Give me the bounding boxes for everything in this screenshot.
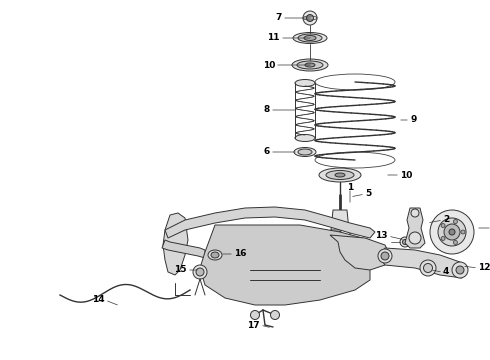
Circle shape	[452, 262, 468, 278]
Text: 10: 10	[263, 60, 275, 69]
Polygon shape	[162, 240, 205, 258]
Polygon shape	[200, 225, 370, 305]
Text: 6: 6	[264, 148, 270, 157]
Text: 12: 12	[478, 264, 490, 273]
Text: 15: 15	[174, 266, 187, 274]
Text: 16: 16	[234, 249, 246, 258]
Circle shape	[381, 252, 389, 260]
Ellipse shape	[293, 32, 327, 44]
Circle shape	[400, 237, 410, 247]
Ellipse shape	[326, 171, 354, 180]
Ellipse shape	[295, 135, 315, 141]
Ellipse shape	[298, 34, 322, 42]
Circle shape	[303, 11, 317, 25]
Ellipse shape	[326, 244, 354, 252]
Circle shape	[438, 218, 466, 246]
Circle shape	[420, 260, 436, 276]
Text: 14: 14	[93, 296, 105, 305]
Text: 7: 7	[275, 13, 282, 22]
Text: 4: 4	[443, 267, 449, 276]
Circle shape	[409, 232, 421, 244]
Circle shape	[270, 310, 279, 320]
Polygon shape	[405, 208, 425, 248]
Text: 17: 17	[247, 320, 260, 329]
Text: 2: 2	[443, 216, 449, 225]
Ellipse shape	[333, 246, 347, 251]
Ellipse shape	[295, 80, 315, 86]
Polygon shape	[163, 213, 188, 275]
Circle shape	[250, 310, 260, 320]
Text: 13: 13	[375, 231, 388, 240]
Polygon shape	[165, 207, 375, 238]
Circle shape	[378, 249, 392, 263]
Ellipse shape	[292, 59, 328, 71]
Text: 11: 11	[268, 33, 280, 42]
Circle shape	[430, 210, 474, 254]
Ellipse shape	[335, 173, 345, 177]
Ellipse shape	[294, 148, 316, 157]
Polygon shape	[330, 235, 390, 270]
Polygon shape	[380, 248, 462, 278]
Circle shape	[423, 264, 433, 273]
Polygon shape	[331, 210, 349, 230]
Circle shape	[441, 224, 445, 228]
Circle shape	[453, 220, 457, 224]
Circle shape	[456, 266, 464, 274]
Text: 1: 1	[347, 184, 353, 193]
Ellipse shape	[297, 61, 323, 69]
Circle shape	[307, 14, 314, 22]
Circle shape	[444, 224, 460, 240]
Ellipse shape	[319, 168, 361, 182]
Circle shape	[196, 268, 204, 276]
Ellipse shape	[305, 63, 315, 67]
Circle shape	[411, 209, 419, 217]
Ellipse shape	[208, 250, 222, 260]
Circle shape	[193, 265, 207, 279]
Ellipse shape	[304, 36, 316, 40]
Circle shape	[402, 239, 408, 244]
Circle shape	[461, 230, 465, 234]
Text: 9: 9	[410, 116, 416, 125]
Circle shape	[441, 237, 445, 240]
Ellipse shape	[211, 252, 219, 258]
Circle shape	[453, 240, 457, 244]
Text: 5: 5	[365, 189, 371, 198]
Ellipse shape	[298, 149, 312, 155]
Text: 8: 8	[264, 105, 270, 114]
Text: 10: 10	[400, 171, 413, 180]
Circle shape	[449, 229, 455, 235]
